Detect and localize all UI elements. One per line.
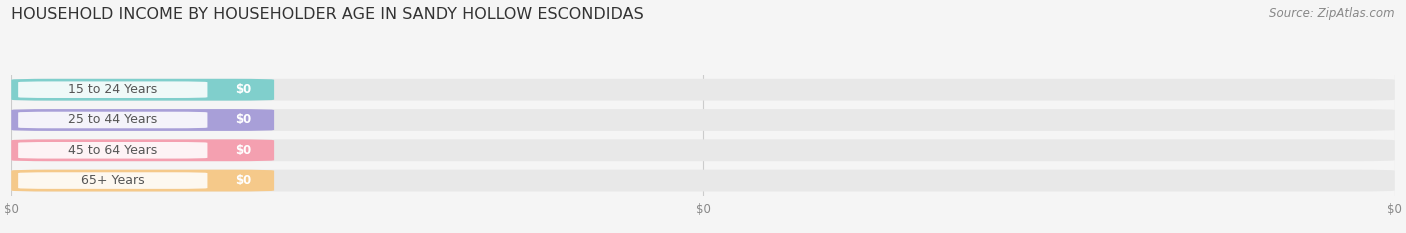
FancyBboxPatch shape (18, 142, 208, 159)
Text: 15 to 24 Years: 15 to 24 Years (67, 83, 157, 96)
FancyBboxPatch shape (11, 79, 1395, 101)
FancyBboxPatch shape (11, 139, 274, 161)
Text: Source: ZipAtlas.com: Source: ZipAtlas.com (1270, 7, 1395, 20)
Text: $0: $0 (236, 113, 252, 127)
Text: $0: $0 (236, 144, 252, 157)
Text: 45 to 64 Years: 45 to 64 Years (67, 144, 157, 157)
FancyBboxPatch shape (11, 109, 1395, 131)
FancyBboxPatch shape (11, 139, 1395, 161)
FancyBboxPatch shape (11, 109, 274, 131)
Text: $0: $0 (236, 174, 252, 187)
FancyBboxPatch shape (18, 81, 208, 98)
Text: $0: $0 (236, 83, 252, 96)
FancyBboxPatch shape (11, 79, 274, 101)
Text: HOUSEHOLD INCOME BY HOUSEHOLDER AGE IN SANDY HOLLOW ESCONDIDAS: HOUSEHOLD INCOME BY HOUSEHOLDER AGE IN S… (11, 7, 644, 22)
FancyBboxPatch shape (18, 112, 208, 128)
FancyBboxPatch shape (11, 170, 274, 192)
Text: 25 to 44 Years: 25 to 44 Years (67, 113, 157, 127)
FancyBboxPatch shape (11, 170, 1395, 192)
Text: 65+ Years: 65+ Years (82, 174, 145, 187)
FancyBboxPatch shape (18, 172, 208, 189)
